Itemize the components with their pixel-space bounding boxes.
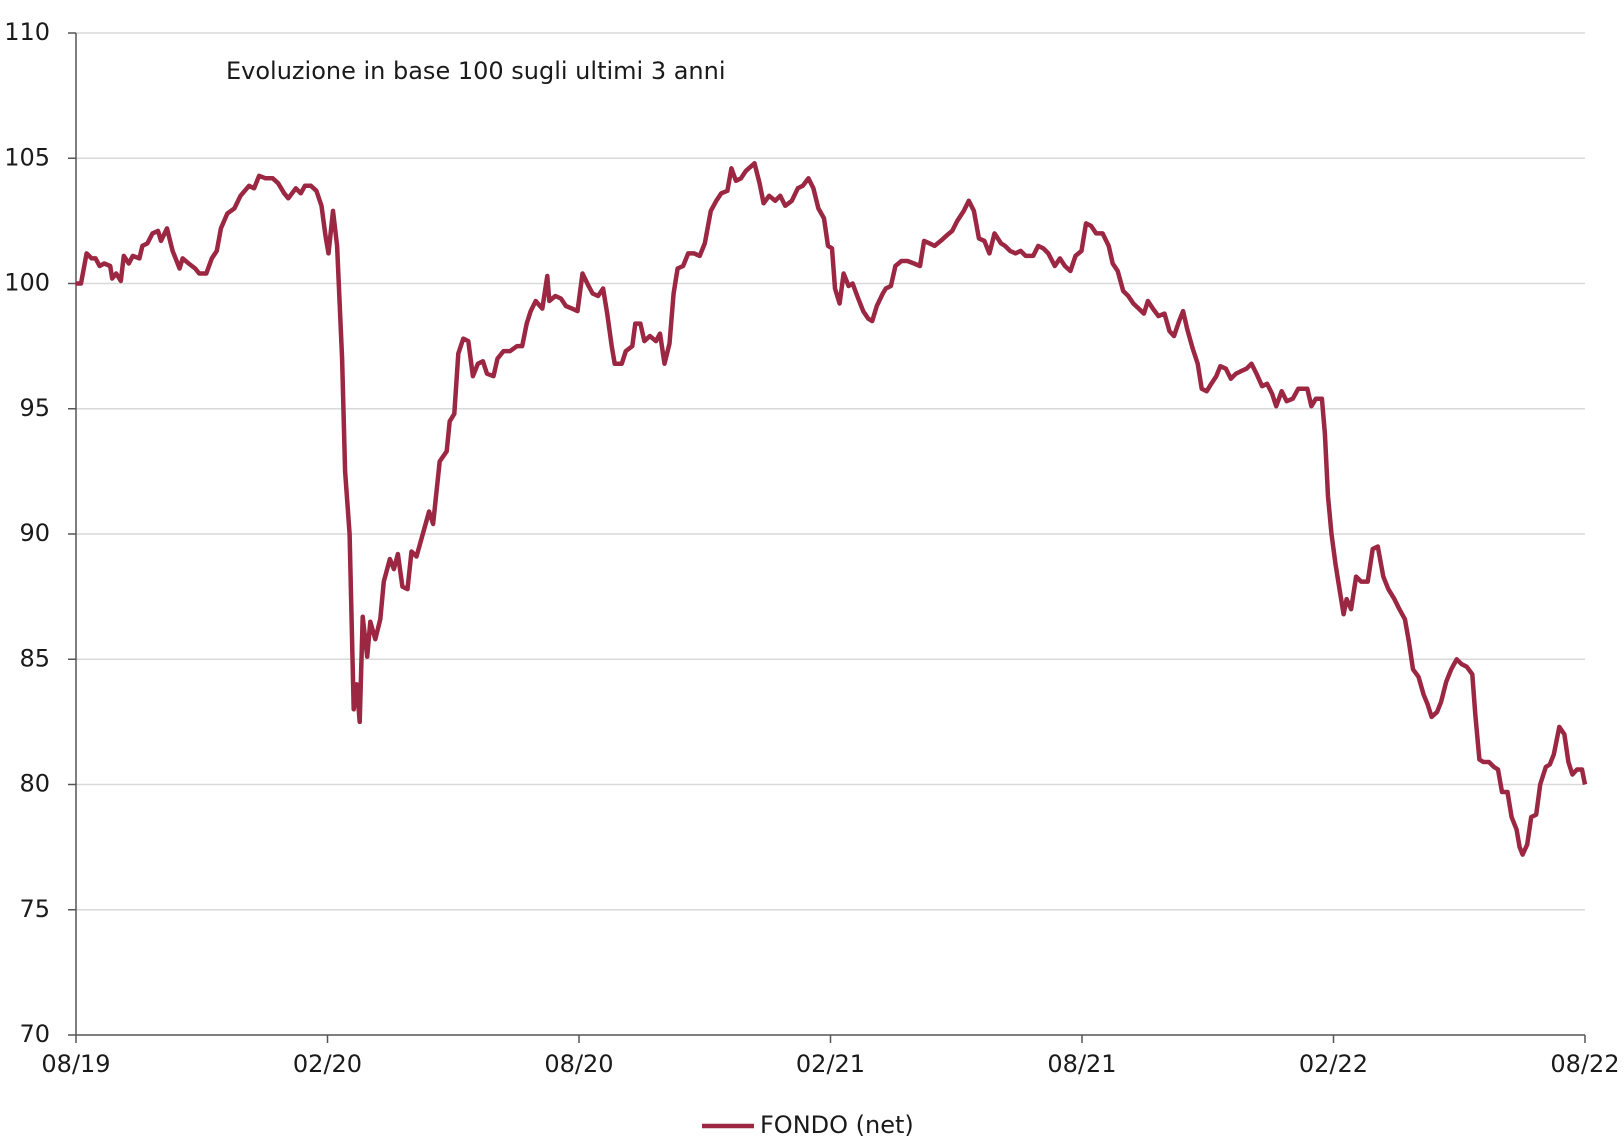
y-tick-label: 95 [19, 394, 50, 422]
x-tick-label: 02/22 [1299, 1050, 1368, 1078]
data-line [76, 161, 1588, 857]
x-tick-label: 08/20 [544, 1050, 613, 1078]
x-tick-label: 08/21 [1047, 1050, 1116, 1078]
x-tick-label: 08/22 [1550, 1050, 1619, 1078]
y-tick-label: 90 [19, 519, 50, 547]
y-tick-label: 85 [19, 644, 50, 672]
x-tick-label: 02/20 [293, 1050, 362, 1078]
x-tick-label: 08/19 [41, 1050, 110, 1078]
y-tick-label: 110 [4, 18, 50, 46]
legend-label: FONDO (net) [760, 1111, 914, 1139]
y-tick-label: 100 [4, 269, 50, 297]
y-tick-label: 105 [4, 143, 50, 171]
chart-title: Evoluzione in base 100 sugli ultimi 3 an… [226, 57, 726, 85]
y-tick-label: 80 [19, 770, 50, 798]
x-tick-label: 02/21 [796, 1050, 865, 1078]
y-tick-label: 75 [19, 895, 50, 923]
y-tick-label: 70 [19, 1020, 50, 1048]
